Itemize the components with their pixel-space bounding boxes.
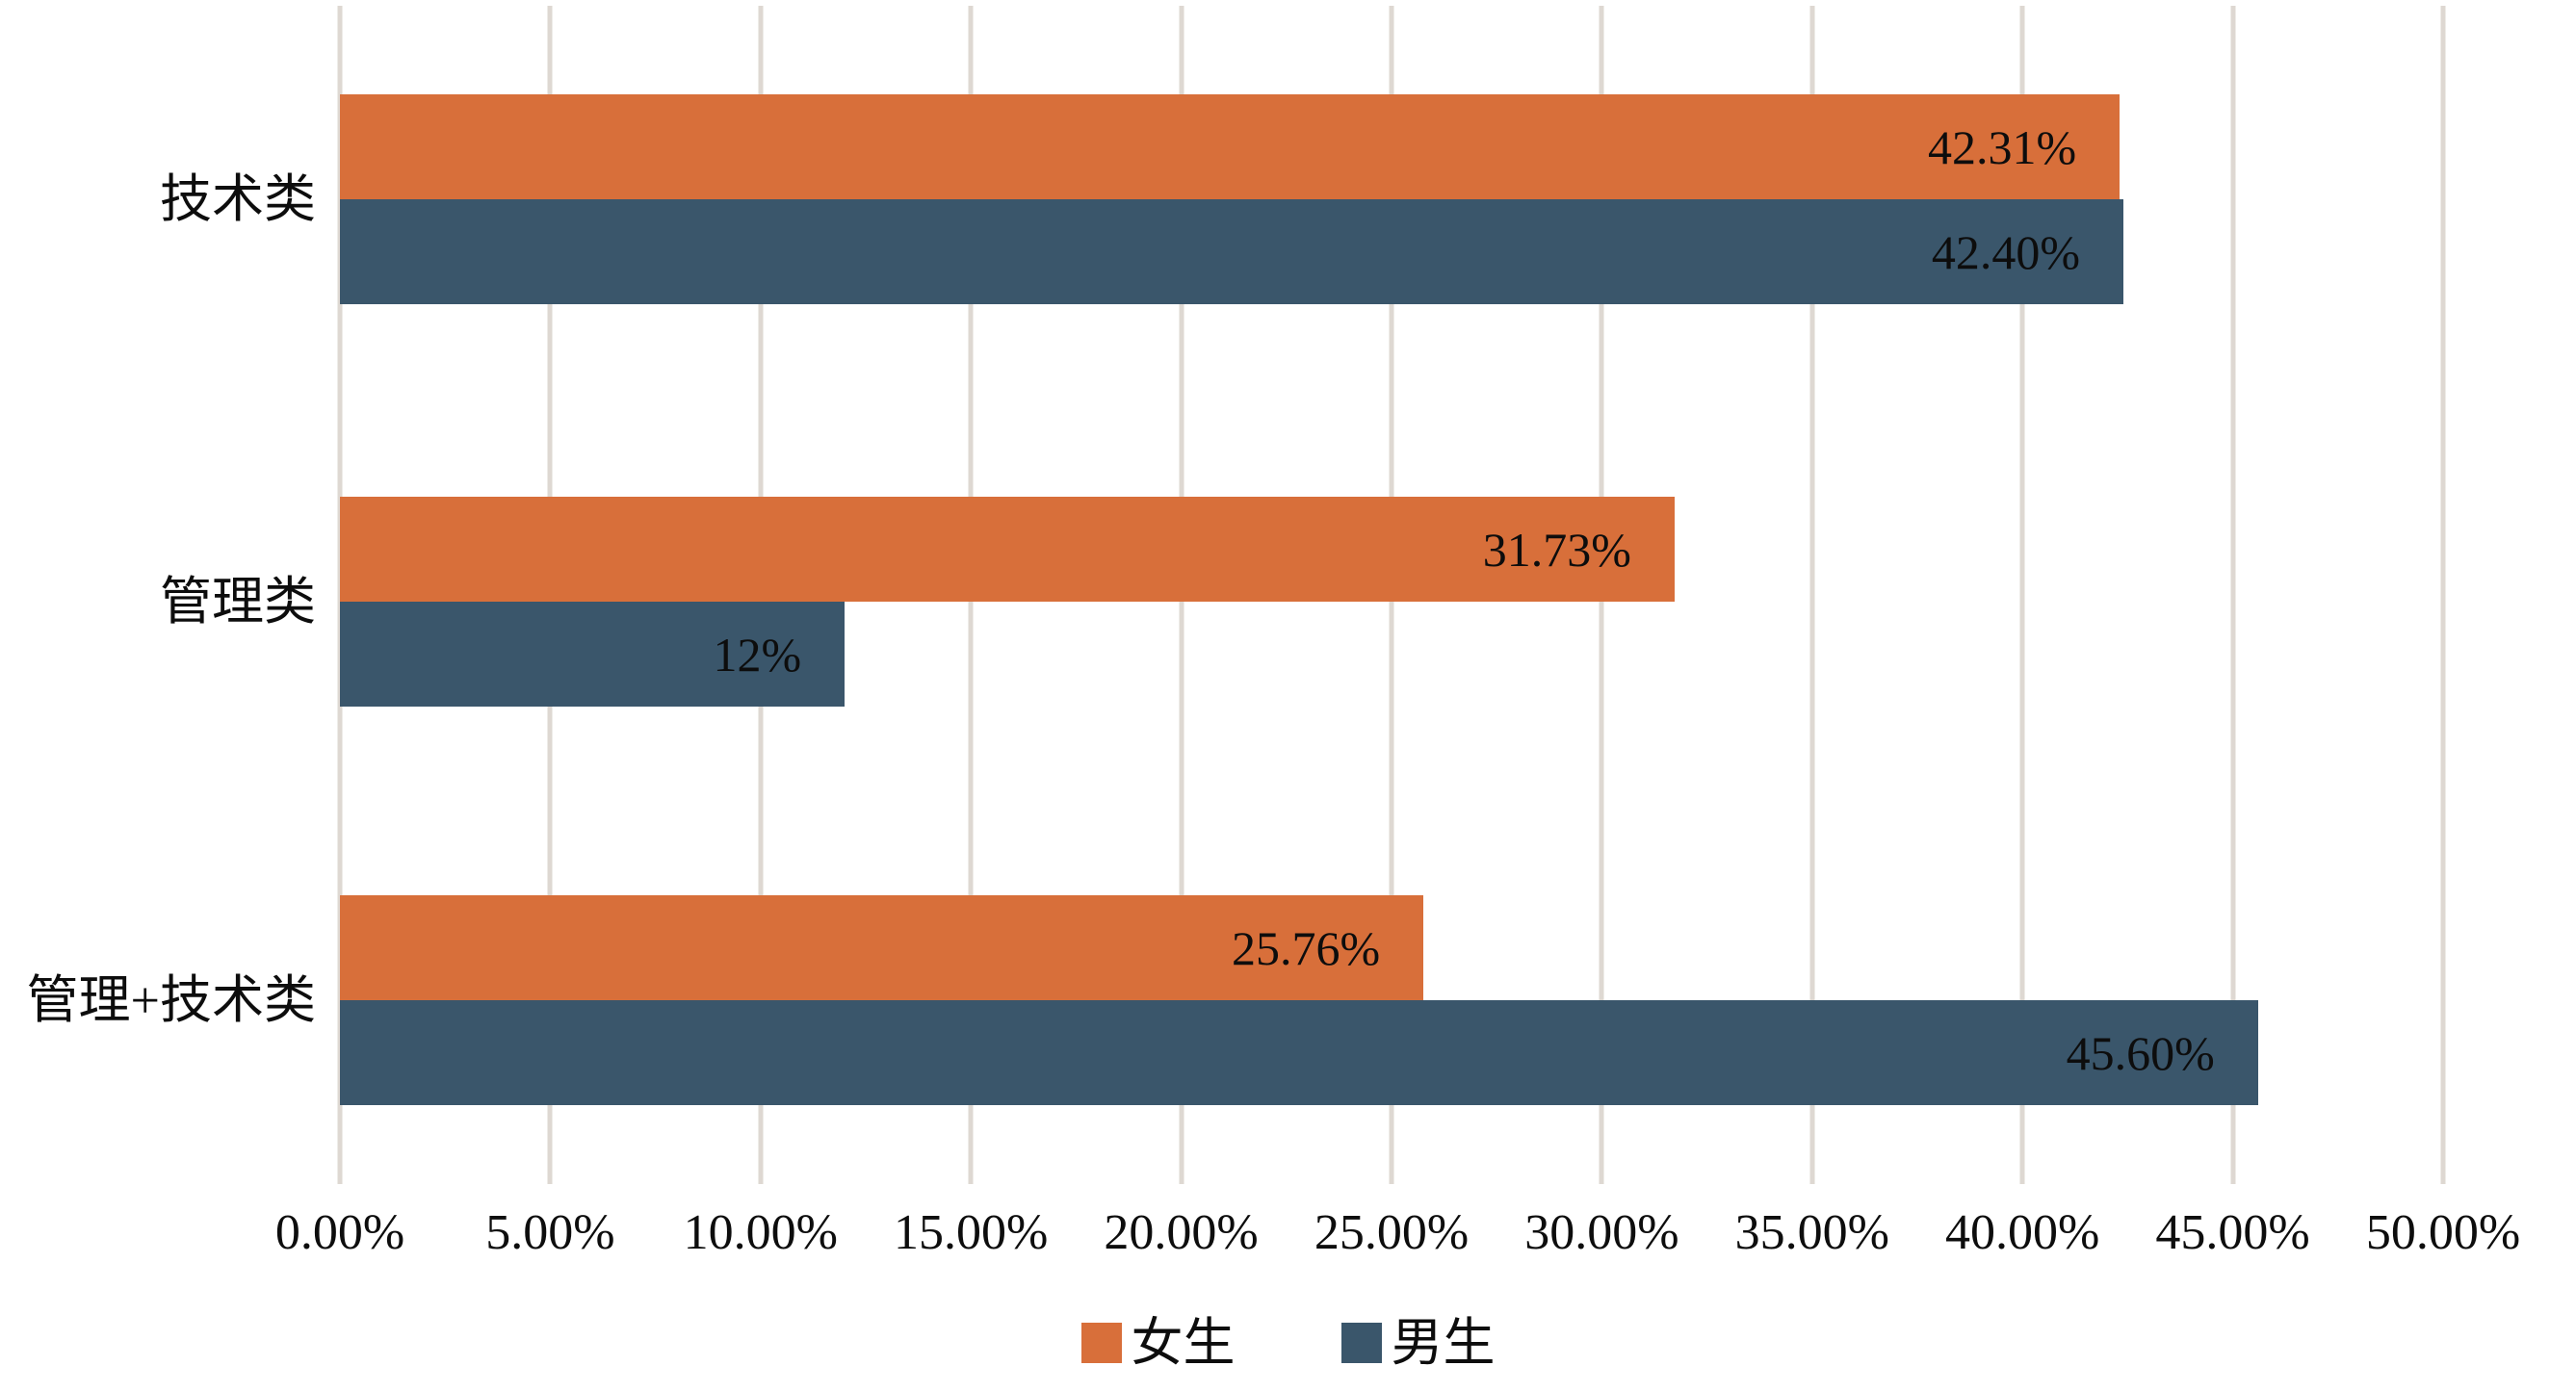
- bar-value-label: 42.31%: [1927, 119, 2077, 174]
- x-tick-label: 10.00%: [683, 1205, 838, 1260]
- bar-value-label: 45.60%: [2066, 1025, 2215, 1080]
- female-series-swatch: [1080, 1323, 1122, 1363]
- bar-男生-管理类: 12%: [340, 602, 846, 707]
- gridline: [2019, 6, 2025, 1184]
- category-label-管理类: 管理类: [160, 573, 316, 631]
- bar-value-label: 12%: [713, 627, 802, 682]
- female-series-label: 女生: [1131, 1314, 1236, 1372]
- legend-item-male: 男生: [1340, 1314, 1496, 1372]
- bar-value-label: 42.40%: [1931, 224, 2081, 279]
- x-tick-label: 5.00%: [485, 1205, 615, 1260]
- category-label-技术类: 技术类: [160, 170, 316, 228]
- bar-男生-技术类: 42.40%: [340, 199, 2124, 304]
- bar-女生-管理+技术类: 25.76%: [340, 895, 1424, 1000]
- bar-女生-管理类: 31.73%: [340, 497, 1675, 602]
- x-tick-label: 50.00%: [2365, 1205, 2521, 1260]
- legend-item-female: 女生: [1080, 1314, 1236, 1372]
- x-axis-ticks: 0.00% 5.00% 10.00% 15.00% 20.00% 25.00% 30.00%…: [275, 1205, 2520, 1273]
- x-tick-label: 15.00%: [894, 1205, 1049, 1260]
- x-tick-label: 40.00%: [1945, 1205, 2100, 1260]
- bar-value-label: 31.73%: [1482, 522, 1631, 577]
- gridline: [2230, 6, 2236, 1184]
- x-tick-label: 25.00%: [1314, 1205, 1470, 1260]
- legend: 女生 男生: [0, 1317, 2576, 1369]
- x-tick-label: 45.00%: [2155, 1205, 2310, 1260]
- plot-area: 42.31% 42.40% 31.73% 12% 25.76% 45.60%: [337, 0, 2446, 1184]
- male-series-swatch: [1340, 1323, 1382, 1363]
- male-series-label: 男生: [1391, 1314, 1496, 1372]
- x-tick-label: 35.00%: [1734, 1205, 1889, 1260]
- bar-女生-技术类: 42.31%: [340, 94, 2121, 199]
- x-tick-label: 0.00%: [274, 1205, 405, 1260]
- gridline: [2440, 6, 2446, 1184]
- bar-男生-管理+技术类: 45.60%: [340, 1000, 2258, 1105]
- gridline: [1809, 6, 1815, 1184]
- bar-value-label: 25.76%: [1232, 920, 1381, 975]
- x-tick-label: 30.00%: [1524, 1205, 1679, 1260]
- x-tick-label: 20.00%: [1104, 1205, 1259, 1260]
- category-label-管理+技术类: 管理+技术类: [26, 971, 316, 1029]
- category-axis: 技术类管理类管理+技术类: [0, 0, 325, 1184]
